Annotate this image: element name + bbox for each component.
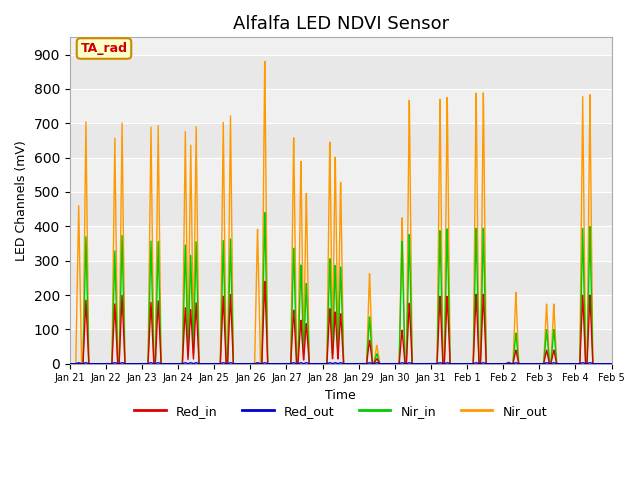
Nir_in [127,361,135,367]
Nir_in [274,361,282,367]
Nir_in [261,210,269,216]
Red_in [274,361,282,367]
Bar [70,55,612,89]
Line: Red_in: Red_in [70,281,612,364]
Red_out [160,361,168,367]
Nir_out [261,59,269,64]
Legend: Red_in, Red_out, Nir_in, Nir_out: Red_in, Red_out, Nir_in, Nir_out [129,400,552,423]
Bar [70,123,612,157]
Nir_in [597,361,605,367]
Nir_in [539,361,547,367]
Nir_out [274,361,282,367]
Red_out [75,360,83,366]
Nir_in [66,361,74,367]
Red_out [66,361,74,367]
Nir_out [66,361,74,367]
Red_out [608,361,616,367]
Nir_out [597,361,605,367]
Line: Nir_in: Nir_in [70,213,612,364]
Red_out [274,361,282,367]
Red_out [298,360,305,366]
Nir_in [160,361,168,367]
Red_in [539,361,547,367]
Red_in [66,361,74,367]
Title: Alfalfa LED NDVI Sensor: Alfalfa LED NDVI Sensor [232,15,449,33]
Nir_out [160,361,168,367]
Red_in [597,361,605,367]
Red_out [539,361,547,367]
Red_in [127,361,135,367]
Red_in [608,361,616,367]
Red_in [261,278,269,284]
Nir_in [298,268,305,274]
Red_in [160,361,168,367]
Nir_out [127,361,135,367]
Nir_out [539,361,547,367]
Text: TA_rad: TA_rad [81,42,127,55]
Y-axis label: LED Channels (mV): LED Channels (mV) [15,140,28,261]
Bar [70,329,612,364]
Nir_out [298,171,305,177]
Red_out [597,361,605,367]
Red_in [298,320,305,326]
Bar [70,261,612,295]
Nir_in [608,361,616,367]
Line: Red_out: Red_out [70,363,612,364]
Red_out [128,361,136,367]
X-axis label: Time: Time [325,389,356,402]
Bar [70,192,612,226]
Line: Nir_out: Nir_out [70,61,612,364]
Nir_out [608,361,616,367]
